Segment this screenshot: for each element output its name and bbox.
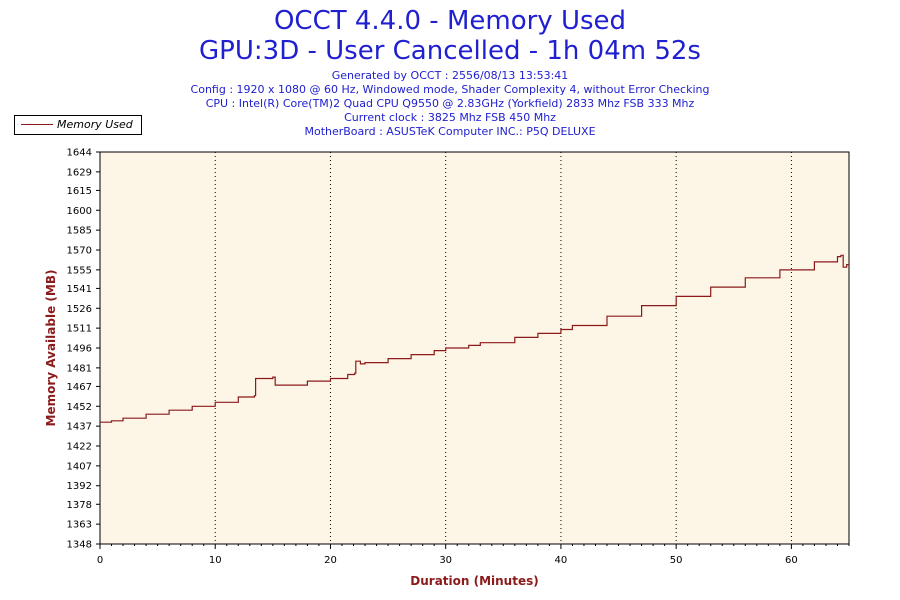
y-tick-label: 1363 (67, 520, 92, 531)
y-tick-label: 1422 (67, 442, 92, 453)
y-tick-label: 1378 (67, 500, 92, 511)
info-generated: Generated by OCCT : 2556/08/13 13:53:41 (331, 69, 569, 82)
y-tick-label: 1570 (67, 246, 92, 257)
y-tick-label: 1437 (67, 422, 92, 433)
x-axis-label: Duration (Minutes) (410, 574, 538, 588)
y-tick-label: 1600 (67, 206, 92, 217)
x-tick-label: 40 (555, 555, 568, 566)
y-tick-label: 1555 (67, 265, 92, 276)
y-tick-label: 1511 (67, 324, 92, 335)
x-tick-label: 30 (439, 555, 452, 566)
y-tick-label: 1496 (67, 344, 92, 355)
y-tick-label: 1615 (67, 186, 92, 197)
y-tick-label: 1392 (67, 481, 92, 492)
plot-area (99, 151, 850, 545)
info-motherboard: MotherBoard : ASUSTeK Computer INC.: P5Q… (304, 125, 596, 138)
x-tick-label: 10 (209, 555, 222, 566)
y-tick-label: 1644 (67, 148, 92, 159)
chart-title: OCCT 4.4.0 - Memory Used (273, 6, 627, 36)
y-tick-label: 1467 (67, 382, 92, 393)
x-tick-label: 50 (670, 555, 683, 566)
y-tick-label: 1407 (67, 461, 92, 472)
y-tick-label: 1481 (67, 363, 92, 374)
info-cpu: CPU : Intel(R) Core(TM)2 Quad CPU Q9550 … (205, 97, 695, 110)
info-config: Config : 1920 x 1080 @ 60 Hz, Windowed m… (190, 83, 710, 96)
legend-swatch (21, 124, 53, 125)
y-tick-label: 1526 (67, 304, 92, 315)
y-tick-label: 1452 (67, 402, 92, 413)
y-axis-label: Memory Available (MB) (44, 270, 58, 427)
x-tick-label: 20 (324, 555, 337, 566)
info-clock: Current clock : 3825 Mhz FSB 450 Mhz (344, 111, 556, 124)
legend-label: Memory Used (57, 118, 133, 131)
y-tick-label: 1585 (67, 226, 92, 237)
y-tick-label: 1629 (67, 167, 92, 178)
y-tick-label: 1348 (67, 540, 92, 551)
y-tick-label: 1541 (67, 284, 92, 295)
legend: Memory Used (14, 115, 142, 135)
x-tick-label: 60 (785, 555, 798, 566)
series-line (100, 254, 850, 423)
x-tick-label: 0 (97, 555, 103, 566)
chart-subtitle: GPU:3D - User Cancelled - 1h 04m 52s (199, 36, 701, 66)
